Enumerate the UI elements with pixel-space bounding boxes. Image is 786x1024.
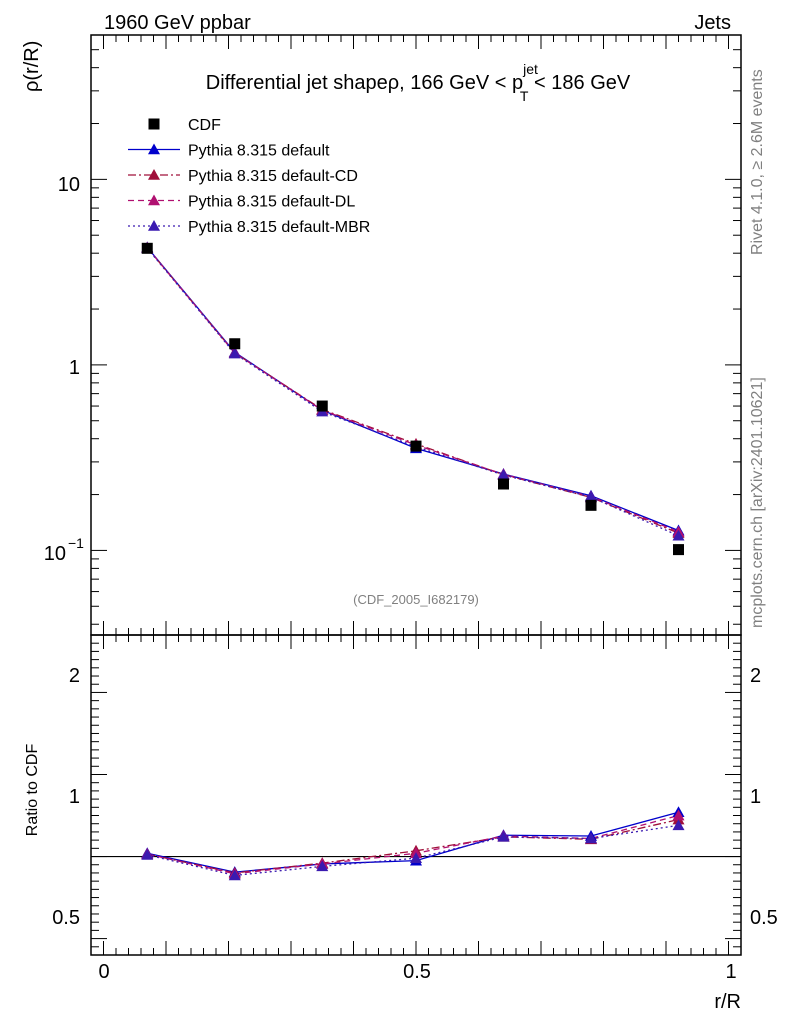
ratio-y-label: Ratio to CDF: [24, 744, 41, 837]
data-point: [316, 400, 328, 412]
data-point: [585, 499, 597, 511]
legend-marker-2: [148, 169, 160, 180]
ratio-series-point-3: [410, 852, 422, 863]
rivet-label: Rivet 4.1.0, ≥ 2.6M events: [749, 69, 766, 255]
header-right: Jets: [694, 12, 731, 34]
axis-ticks: [91, 34, 741, 956]
data-point: [229, 338, 241, 350]
header-left: 1960 GeV ppbar: [104, 12, 251, 34]
xtick-1: 1: [725, 961, 736, 983]
ratio-series-point-3: [497, 830, 510, 842]
ratio-ytick-1-right: 1: [750, 786, 761, 808]
main-series-line-3: [146, 247, 679, 537]
legend-label-1: Pythia 8.315 default: [188, 143, 330, 160]
main-title: Differential jet shapeρ, 166 GeV < pjet T…: [206, 61, 631, 104]
ratio-plot-frame: [90, 634, 742, 956]
ratio-series-point-2: [672, 809, 685, 821]
ratio-series-line-3: [147, 824, 679, 877]
ratio-series-point-3: [141, 848, 154, 860]
ratio-series-point-3: [585, 832, 597, 844]
main-ytick-1: 1: [69, 357, 80, 379]
main-ytick-10: 10: [58, 174, 80, 196]
ratio-ytick-2: 2: [69, 665, 80, 687]
x-axis-label: r/R: [714, 991, 741, 1013]
legend-label-0: CDF: [188, 117, 221, 134]
legend-marker-4: [148, 220, 160, 231]
main-ytick-0.1: 10: [44, 543, 66, 565]
xtick-0.5: 0.5: [403, 961, 431, 983]
main-y-label: ρ(r/R): [21, 41, 43, 92]
main-series-point-3: [672, 529, 685, 541]
mcplots-label: mcplots.cern.ch [arXiv:2401.10621]: [749, 377, 766, 628]
data-point: [410, 440, 422, 452]
ratio-ytick-2-right: 2: [750, 665, 761, 687]
legend-label-3: Pythia 8.315 default-DL: [188, 194, 355, 211]
main-series-point-3: [585, 491, 597, 502]
main-series-point-3: [228, 347, 241, 359]
data-point: [673, 544, 684, 556]
analysis-watermark: (CDF_2005_I682179): [353, 592, 479, 607]
ratio-series-point-3: [228, 869, 241, 881]
main-series-line-2: [146, 247, 679, 533]
ratio-ytick-1: 1: [69, 786, 80, 808]
legend: CDF Pythia 8.315 default Pythia 8.315 defa…: [128, 117, 370, 236]
main-series-line-0: [146, 246, 679, 532]
data-point: [498, 478, 509, 490]
main-series-group: [141, 241, 685, 556]
ratio-series-point-3: [316, 860, 329, 872]
legend-marker-3: [148, 194, 160, 206]
legend-marker-1: [148, 143, 160, 155]
main-series-point-3: [497, 468, 510, 480]
main-ytick-0.1-exponent: −1: [68, 535, 84, 551]
ratio-ytick-0.5-right: 0.5: [750, 907, 778, 929]
legend-label-4: Pythia 8.315 default-MBR: [188, 219, 370, 236]
legend-marker-cdf: [148, 118, 160, 130]
main-series-line-1: [146, 247, 679, 534]
data-point: [141, 242, 153, 254]
ratio-series-point-3: [672, 819, 685, 831]
ratio-ytick-0.5: 0.5: [52, 907, 80, 929]
xtick-0: 0: [98, 961, 109, 983]
ratio-series-group: [141, 806, 685, 881]
legend-label-2: Pythia 8.315 default-CD: [188, 168, 358, 185]
